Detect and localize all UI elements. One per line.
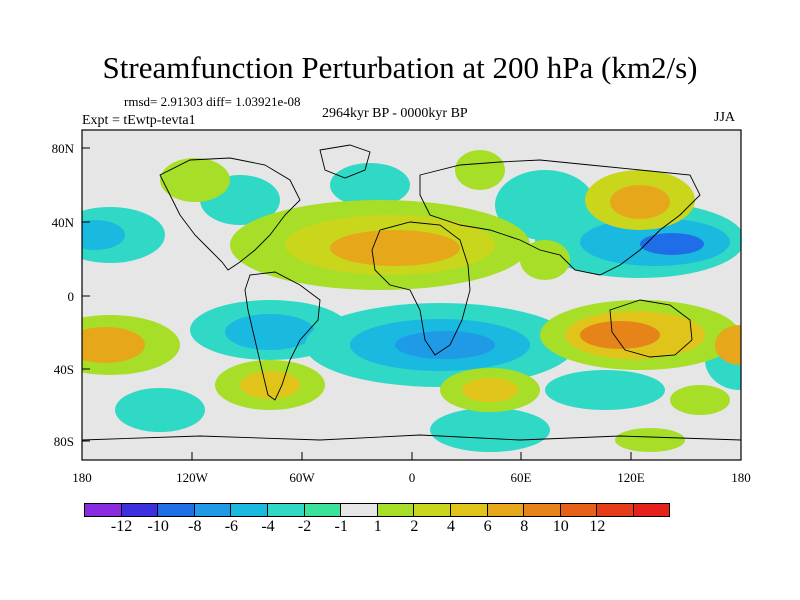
lat-tick-80n: 80N bbox=[51, 141, 74, 156]
colorbar-label: -6 bbox=[224, 518, 239, 535]
field-pos-australia-core bbox=[580, 321, 660, 349]
colorbar-label: -8 bbox=[188, 518, 202, 535]
colorbar-box-11 bbox=[486, 503, 524, 517]
lon-tick-60e: 60E bbox=[510, 470, 532, 485]
season-label: JJA bbox=[714, 110, 736, 125]
field-neg-southern bbox=[430, 408, 550, 452]
colorbar-box-7 bbox=[340, 503, 377, 517]
field-neg-s-indian bbox=[545, 370, 665, 410]
coast-africa bbox=[371, 221, 471, 356]
coast-south-america bbox=[244, 271, 321, 401]
coast-greenland bbox=[319, 144, 371, 179]
field-pos-arabia bbox=[520, 240, 570, 280]
coast-australia bbox=[609, 299, 693, 358]
colorbar-box-14 bbox=[596, 503, 633, 517]
lat-tick-0: 0 bbox=[67, 289, 75, 304]
colorbar-label: 8 bbox=[520, 518, 529, 535]
lat-tick-80s: 80S bbox=[53, 434, 74, 449]
colorbar-label: -4 bbox=[261, 518, 275, 535]
field-pos-n-canada bbox=[160, 158, 230, 202]
field-pos-s-africa-core bbox=[462, 378, 518, 402]
field-pos-antarctic bbox=[615, 428, 685, 452]
field-neg-s-pacific-w bbox=[115, 388, 205, 432]
field-pos-s-pacific-wrap bbox=[715, 325, 741, 365]
contour-fields bbox=[82, 150, 741, 452]
colorbar-box-3 bbox=[193, 503, 231, 517]
rmsd-diff-stats: rmsd= 2.91303 diff= 1.03921e-08 bbox=[124, 94, 301, 109]
colorbar-label: 12 bbox=[589, 518, 606, 535]
colorbar-box-6 bbox=[303, 503, 341, 517]
field-neg-n-atlantic bbox=[330, 163, 410, 207]
colorbar-label: 2 bbox=[410, 518, 419, 535]
colorbar-box-2 bbox=[157, 503, 194, 517]
lon-tick-180e: 180 bbox=[731, 470, 751, 485]
map-title: Streamfunction Perturbation at 200 hPa (… bbox=[102, 50, 698, 85]
lat-tick-40n: 40N bbox=[51, 215, 74, 230]
coast-antarctica bbox=[82, 434, 741, 441]
field-pos-s-pacific-se bbox=[670, 385, 730, 415]
colorbar-box-1 bbox=[120, 503, 158, 517]
coast-north-america bbox=[159, 157, 301, 271]
lon-tick-120e: 120E bbox=[617, 470, 645, 485]
colorbar-label: 4 bbox=[447, 518, 455, 535]
colorbar-box-13 bbox=[559, 503, 597, 517]
axis-ticks bbox=[81, 147, 742, 460]
lon-tick-180w: 180 bbox=[72, 470, 92, 485]
field-neg-asia-core bbox=[640, 233, 704, 255]
colorbar-box-10 bbox=[449, 503, 487, 517]
coast-eurasia bbox=[419, 159, 701, 276]
lon-tick-0: 0 bbox=[408, 470, 416, 485]
field-neg-pacific-ne-core bbox=[82, 220, 125, 250]
field-pos-ne-asia-core bbox=[610, 185, 670, 219]
colorbar bbox=[84, 503, 670, 517]
colorbar-box-0 bbox=[84, 503, 121, 517]
colorbar-label: 1 bbox=[373, 518, 382, 535]
field-neg-sa-core bbox=[225, 314, 315, 350]
period-label: 2964kyr BP - 0000kyr BP bbox=[322, 106, 468, 121]
colorbar-box-8 bbox=[376, 503, 414, 517]
colorbar-box-4 bbox=[230, 503, 267, 517]
colorbar-box-9 bbox=[413, 503, 450, 517]
coastlines bbox=[82, 144, 741, 441]
field-neg-caspian bbox=[495, 170, 595, 240]
colorbar-label: 10 bbox=[552, 518, 569, 535]
field-pos-sahara-core bbox=[330, 230, 460, 266]
colorbar-label: -10 bbox=[147, 518, 169, 535]
colorbar-label: -2 bbox=[297, 518, 312, 535]
colorbar-label: -1 bbox=[334, 518, 348, 535]
field-neg-atlantic-core bbox=[395, 331, 495, 359]
colorbar-box-15 bbox=[632, 503, 670, 517]
colorbar-label: 6 bbox=[483, 518, 492, 535]
lon-tick-60w: 60W bbox=[289, 470, 315, 485]
experiment-label: Expt = tEwtp-tevta1 bbox=[82, 113, 196, 128]
lat-tick-40s: 40S bbox=[53, 362, 74, 377]
lon-tick-120w: 120W bbox=[176, 470, 208, 485]
field-pos-argentina-core bbox=[240, 371, 300, 399]
field-pos-scandinavia bbox=[455, 150, 505, 190]
colorbar-box-5 bbox=[266, 503, 304, 517]
colorbar-label: -12 bbox=[110, 518, 133, 535]
field-pos-s-pacific-core bbox=[82, 327, 145, 363]
colorbar-box-12 bbox=[523, 503, 560, 517]
